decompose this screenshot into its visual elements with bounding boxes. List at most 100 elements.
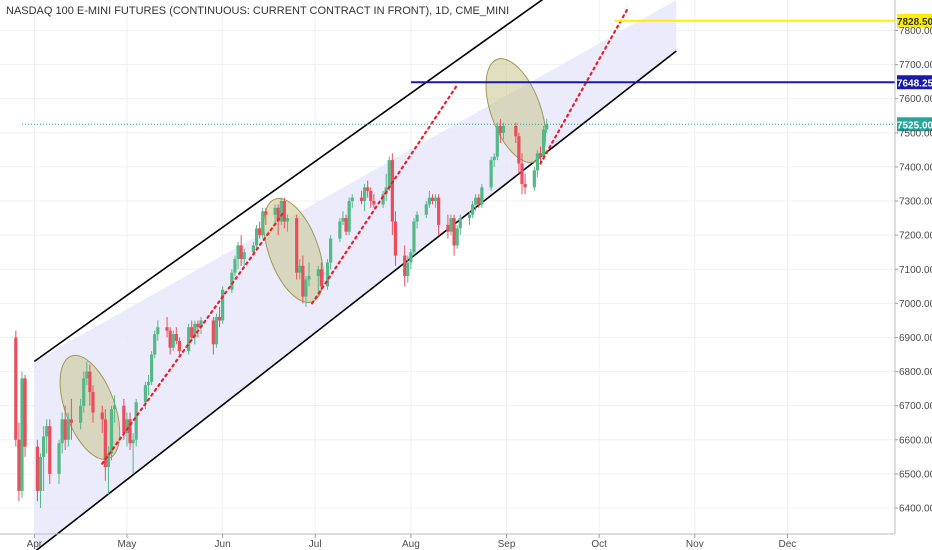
candle-30[interactable] — [146, 374, 151, 396]
candle-72[interactable] — [338, 218, 342, 242]
candle-99[interactable] — [452, 214, 456, 256]
candle-6[interactable] — [42, 426, 46, 491]
candle-17[interactable] — [88, 364, 92, 406]
candle-2[interactable] — [20, 371, 24, 498]
candle-4[interactable] — [35, 439, 40, 502]
candle-19[interactable] — [100, 405, 104, 433]
candle-14[interactable] — [79, 398, 83, 430]
candle-94[interactable] — [430, 194, 435, 205]
candle-87[interactable] — [403, 245, 407, 287]
candle-105[interactable] — [477, 194, 481, 208]
candle-57[interactable] — [264, 207, 268, 225]
candle-115[interactable] — [523, 173, 527, 195]
candle-114[interactable] — [520, 153, 524, 195]
candle-9[interactable] — [57, 439, 61, 485]
candle-15[interactable] — [82, 371, 86, 413]
dotted-trendline-2[interactable] — [539, 8, 629, 165]
candle-27[interactable] — [131, 432, 135, 474]
candle-106[interactable] — [480, 183, 484, 208]
candle-46[interactable] — [217, 306, 222, 328]
candle-51[interactable] — [239, 235, 243, 266]
candle-76[interactable] — [350, 194, 354, 208]
candle-54[interactable] — [254, 224, 259, 249]
candle-11[interactable] — [63, 405, 67, 451]
candle-109[interactable] — [495, 122, 499, 161]
candle-116[interactable] — [532, 166, 536, 191]
candle-111[interactable] — [501, 122, 506, 140]
candle-85[interactable] — [390, 153, 394, 236]
candle-3[interactable] — [23, 374, 27, 457]
candle-33[interactable] — [156, 320, 160, 341]
candle-78[interactable] — [362, 183, 367, 212]
candle-41[interactable] — [193, 320, 197, 345]
candle-65[interactable] — [301, 255, 305, 304]
candle-75[interactable] — [347, 197, 351, 236]
candle-86[interactable] — [393, 211, 398, 266]
candle-32[interactable] — [153, 330, 157, 358]
candle-38[interactable] — [177, 337, 182, 355]
candle-112[interactable] — [514, 122, 518, 144]
candle-5[interactable] — [38, 453, 43, 508]
candle-79[interactable] — [366, 180, 370, 198]
candle-80[interactable] — [369, 187, 373, 208]
candle-95[interactable] — [433, 194, 438, 208]
candle-56[interactable] — [261, 207, 265, 239]
candle-36[interactable] — [171, 330, 175, 352]
candle-61[interactable] — [282, 197, 286, 229]
candle-18[interactable] — [91, 385, 95, 423]
candle-91[interactable] — [415, 211, 419, 229]
highlight-ellipse-2[interactable] — [474, 51, 558, 170]
candle-90[interactable] — [412, 218, 416, 256]
candle-22[interactable] — [109, 405, 114, 461]
candle-42[interactable] — [196, 320, 200, 338]
candle-70[interactable] — [325, 259, 330, 290]
candle-119[interactable] — [541, 126, 546, 161]
y-axis[interactable]: 6400.00 6500.00 6600.00 6700.00 6800.00 6900.… — [894, 0, 932, 534]
candle-50[interactable] — [236, 241, 240, 270]
candle-44[interactable] — [211, 317, 215, 355]
candle-26[interactable] — [128, 412, 132, 451]
candle-60[interactable] — [279, 197, 283, 225]
candle-12[interactable] — [66, 412, 70, 447]
candle-97[interactable] — [446, 214, 450, 239]
candle-120[interactable] — [545, 119, 549, 133]
candle-92[interactable] — [424, 201, 428, 219]
candle-49[interactable] — [233, 255, 237, 277]
candle-16[interactable] — [85, 361, 89, 386]
candle-23[interactable] — [112, 395, 117, 423]
candle-1[interactable] — [17, 422, 21, 502]
candle-37[interactable] — [174, 327, 178, 345]
candle-104[interactable] — [474, 194, 478, 212]
candle-58[interactable] — [273, 204, 277, 225]
channel-upper-line[interactable] — [33, 0, 676, 362]
dotted-trendline-0[interactable] — [101, 210, 286, 465]
candle-63[interactable] — [295, 214, 299, 280]
candle-100[interactable] — [455, 224, 459, 249]
candle-13[interactable] — [69, 398, 73, 440]
candle-107[interactable] — [489, 156, 493, 191]
candle-74[interactable] — [344, 214, 348, 236]
candle-8[interactable] — [48, 419, 52, 485]
candle-71[interactable] — [329, 235, 333, 270]
candle-35[interactable] — [168, 327, 172, 355]
candle-101[interactable] — [458, 214, 462, 236]
candle-39[interactable] — [187, 323, 191, 355]
candle-93[interactable] — [427, 190, 431, 208]
channel-lower-line[interactable] — [34, 50, 677, 550]
candle-77[interactable] — [359, 190, 364, 205]
candle-98[interactable] — [449, 214, 453, 236]
candle-118[interactable] — [538, 146, 543, 164]
candle-0[interactable] — [14, 330, 18, 447]
dotted-trendline-1[interactable] — [311, 83, 459, 305]
candle-28[interactable] — [134, 398, 138, 447]
candle-102[interactable] — [467, 211, 472, 225]
candle-40[interactable] — [190, 320, 194, 341]
candle-73[interactable] — [341, 211, 345, 225]
candle-45[interactable] — [214, 313, 219, 348]
candle-64[interactable] — [298, 259, 302, 280]
candle-10[interactable] — [60, 412, 64, 454]
candle-96[interactable] — [437, 194, 441, 236]
candle-113[interactable] — [517, 132, 521, 174]
candle-48[interactable] — [230, 269, 234, 294]
